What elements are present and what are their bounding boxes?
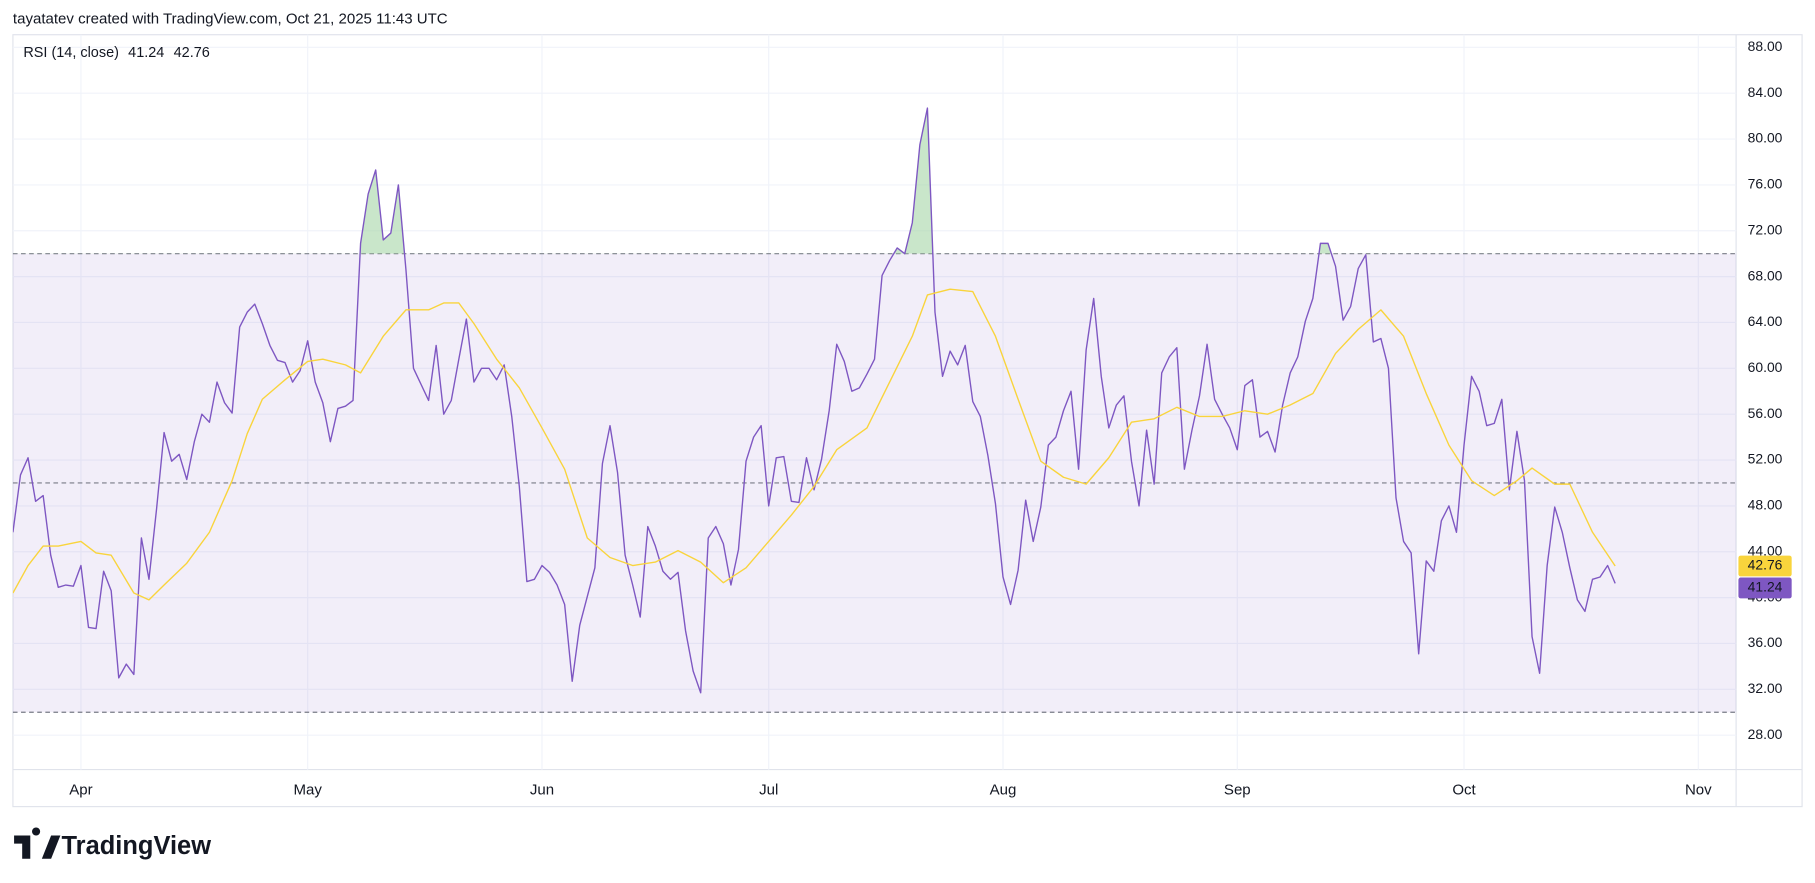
x-tick-label: May [293,781,322,798]
y-tick-label: 88.00 [1748,38,1783,54]
attribution: tayatatev created with TradingView.com, … [13,11,448,28]
y-tick-label: 28.00 [1748,726,1783,742]
y-tick-label: 64.00 [1748,313,1783,329]
bands [12,253,1737,713]
y-tick-label: 44.00 [1748,542,1783,558]
y-tick-label: 56.00 [1748,405,1783,421]
x-tick-label: Jul [759,781,778,798]
last-value-box [1738,577,1792,599]
y-tick-label: 36.00 [1748,634,1783,650]
legend-value: 41.24 [128,45,164,61]
y-tick-label: 68.00 [1748,267,1783,283]
grid [12,34,1737,770]
axes: 28.0032.0036.0040.0044.0048.0052.0056.00… [69,38,1792,798]
y-tick-label: 52.00 [1748,451,1783,467]
y-tick-label: 60.00 [1748,359,1783,375]
x-tick-label: Aug [990,781,1017,798]
brand: TradingView [62,832,212,860]
series-line [12,288,1616,601]
legend-title: RSI (14, close) [23,45,119,61]
chart-frame [12,34,1803,808]
x-tick-label: Jun [530,781,554,798]
last-value-label: 41.24 [1748,579,1783,595]
logo-mark [14,827,61,859]
y-tick-label: 32.00 [1748,680,1783,696]
last-value-box [1738,555,1792,577]
y-tick-label: 84.00 [1748,84,1783,100]
x-tick-label: Nov [1685,781,1712,798]
y-tick-label: 76.00 [1748,176,1783,192]
legend-value: 42.76 [174,45,210,61]
tradingview-logo: TradingView [14,827,212,860]
x-tick-label: Sep [1224,781,1251,798]
x-tick-label: Apr [69,781,92,798]
last-value-label: 42.76 [1748,557,1783,573]
series-line [12,107,1616,694]
x-tick-label: Oct [1452,781,1476,798]
y-tick-label: 80.00 [1748,130,1783,146]
y-tick-label: 48.00 [1748,497,1783,513]
series-lines [12,107,1616,694]
y-tick-label: 72.00 [1748,221,1783,237]
